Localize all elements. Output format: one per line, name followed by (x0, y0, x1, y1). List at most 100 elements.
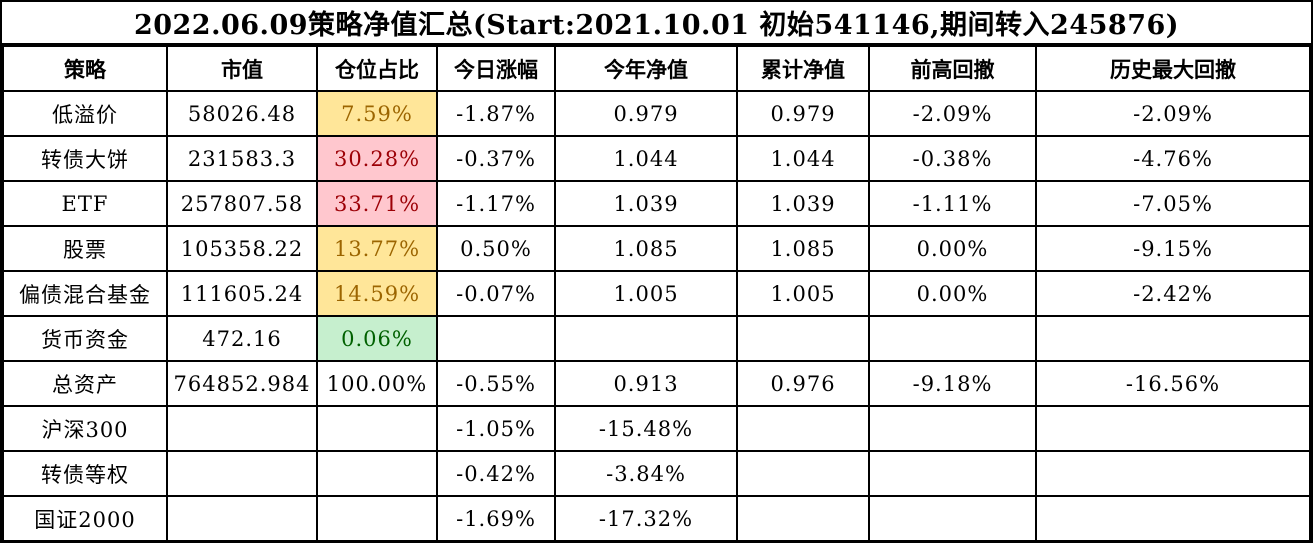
table-row: ETF 257807.58 33.71% -1.17% 1.039 1.039 -1.11%… (2, 180, 1311, 227)
column-header-today-change: 今日涨幅 (436, 45, 556, 92)
cell-drawdown-from-high: -0.38% (868, 135, 1037, 182)
cell-cumulative-nav: 0.976 (736, 360, 870, 407)
cell-strategy: ETF (2, 180, 168, 227)
strategy-summary-table: 策略 市值 仓位占比 今日涨幅 今年净值 累计净值 前高回撤 历史最大回撤 低溢价 58026.… (2, 45, 1311, 542)
cell-max-drawdown: -7.05% (1035, 180, 1311, 227)
cell-strategy: 转债等权 (2, 450, 168, 497)
cell-drawdown-from-high (868, 495, 1037, 542)
table-row: 总资产 764852.984 100.00% -0.55% 0.913 0.976 -9.1… (2, 360, 1311, 407)
table-row: 沪深300 -1.05% -15.48% (2, 405, 1311, 452)
cell-strategy: 总资产 (2, 360, 168, 407)
cell-position-ratio: 14.59% (316, 270, 438, 317)
cell-ytd-nav: 0.979 (554, 90, 738, 137)
cell-today-change: -1.87% (436, 90, 556, 137)
cell-drawdown-from-high: 0.00% (868, 270, 1037, 317)
cell-market-value: 257807.58 (166, 180, 318, 227)
cell-cumulative-nav (736, 450, 870, 497)
cell-market-value: 111605.24 (166, 270, 318, 317)
cell-ytd-nav: 1.039 (554, 180, 738, 227)
cell-position-ratio: 7.59% (316, 90, 438, 137)
cell-ytd-nav: 1.044 (554, 135, 738, 182)
cell-strategy: 股票 (2, 225, 168, 272)
cell-strategy: 低溢价 (2, 90, 168, 137)
column-header-strategy: 策略 (2, 45, 168, 92)
cell-position-ratio (316, 405, 438, 452)
cell-position-ratio: 100.00% (316, 360, 438, 407)
cell-max-drawdown (1035, 405, 1311, 452)
cell-ytd-nav: 0.913 (554, 360, 738, 407)
table-row: 转债等权 -0.42% -3.84% (2, 450, 1311, 497)
cell-max-drawdown: -16.56% (1035, 360, 1311, 407)
cell-market-value: 58026.48 (166, 90, 318, 137)
cell-cumulative-nav: 1.005 (736, 270, 870, 317)
cell-max-drawdown (1035, 315, 1311, 362)
cell-position-ratio: 0.06% (316, 315, 438, 362)
cell-max-drawdown: -2.42% (1035, 270, 1311, 317)
report-title: 2022.06.09策略净值汇总(Start:2021.10.01 初始5411… (2, 2, 1311, 45)
cell-position-ratio (316, 495, 438, 542)
cell-position-ratio (316, 450, 438, 497)
cell-market-value: 105358.22 (166, 225, 318, 272)
table-row: 股票 105358.22 13.77% 0.50% 1.085 1.085 0.00% -9.… (2, 225, 1311, 272)
cell-max-drawdown: -2.09% (1035, 90, 1311, 137)
cell-today-change: -1.69% (436, 495, 556, 542)
cell-drawdown-from-high (868, 315, 1037, 362)
cell-cumulative-nav: 0.979 (736, 90, 870, 137)
table-row: 货币资金 472.16 0.06% (2, 315, 1311, 362)
cell-drawdown-from-high (868, 405, 1037, 452)
cell-today-change: -0.07% (436, 270, 556, 317)
table-row: 偏债混合基金 111605.24 14.59% -0.07% 1.005 1.005 0.0… (2, 270, 1311, 317)
cell-strategy: 偏债混合基金 (2, 270, 168, 317)
cell-today-change: -0.37% (436, 135, 556, 182)
cell-drawdown-from-high (868, 450, 1037, 497)
cell-strategy: 沪深300 (2, 405, 168, 452)
cell-cumulative-nav (736, 495, 870, 542)
cell-today-change: -1.17% (436, 180, 556, 227)
cell-cumulative-nav: 1.085 (736, 225, 870, 272)
cell-position-ratio: 13.77% (316, 225, 438, 272)
table-row: 转债大饼 231583.3 30.28% -0.37% 1.044 1.044 -0.38%… (2, 135, 1311, 182)
cell-max-drawdown (1035, 450, 1311, 497)
column-header-ytd-nav: 今年净值 (554, 45, 738, 92)
cell-ytd-nav: 1.005 (554, 270, 738, 317)
cell-strategy: 货币资金 (2, 315, 168, 362)
column-header-drawdown-from-high: 前高回撤 (868, 45, 1037, 92)
cell-today-change: -1.05% (436, 405, 556, 452)
cell-market-value (166, 405, 318, 452)
cell-market-value (166, 495, 318, 542)
cell-cumulative-nav (736, 315, 870, 362)
cell-ytd-nav: -15.48% (554, 405, 738, 452)
cell-ytd-nav (554, 315, 738, 362)
cell-max-drawdown: -9.15% (1035, 225, 1311, 272)
cell-position-ratio: 30.28% (316, 135, 438, 182)
cell-max-drawdown (1035, 495, 1311, 542)
table-row: 国证2000 -1.69% -17.32% (2, 495, 1311, 542)
cell-ytd-nav: -17.32% (554, 495, 738, 542)
cell-today-change: -0.42% (436, 450, 556, 497)
cell-market-value: 764852.984 (166, 360, 318, 407)
column-header-market-value: 市值 (166, 45, 318, 92)
cell-cumulative-nav (736, 405, 870, 452)
cell-today-change: 0.50% (436, 225, 556, 272)
column-header-cumulative-nav: 累计净值 (736, 45, 870, 92)
cell-market-value (166, 450, 318, 497)
cell-cumulative-nav: 1.044 (736, 135, 870, 182)
header-row: 策略 市值 仓位占比 今日涨幅 今年净值 累计净值 前高回撤 历史最大回撤 (2, 45, 1311, 92)
cell-ytd-nav: 1.085 (554, 225, 738, 272)
cell-today-change: -0.55% (436, 360, 556, 407)
cell-drawdown-from-high: -2.09% (868, 90, 1037, 137)
cell-drawdown-from-high: -1.11% (868, 180, 1037, 227)
cell-max-drawdown: -4.76% (1035, 135, 1311, 182)
cell-ytd-nav: -3.84% (554, 450, 738, 497)
cell-strategy: 转债大饼 (2, 135, 168, 182)
table-row: 低溢价 58026.48 7.59% -1.87% 0.979 0.979 -2.09% -2… (2, 90, 1311, 137)
cell-market-value: 231583.3 (166, 135, 318, 182)
cell-cumulative-nav: 1.039 (736, 180, 870, 227)
cell-drawdown-from-high: 0.00% (868, 225, 1037, 272)
cell-position-ratio: 33.71% (316, 180, 438, 227)
cell-today-change (436, 315, 556, 362)
cell-market-value: 472.16 (166, 315, 318, 362)
cell-strategy: 国证2000 (2, 495, 168, 542)
cell-drawdown-from-high: -9.18% (868, 360, 1037, 407)
